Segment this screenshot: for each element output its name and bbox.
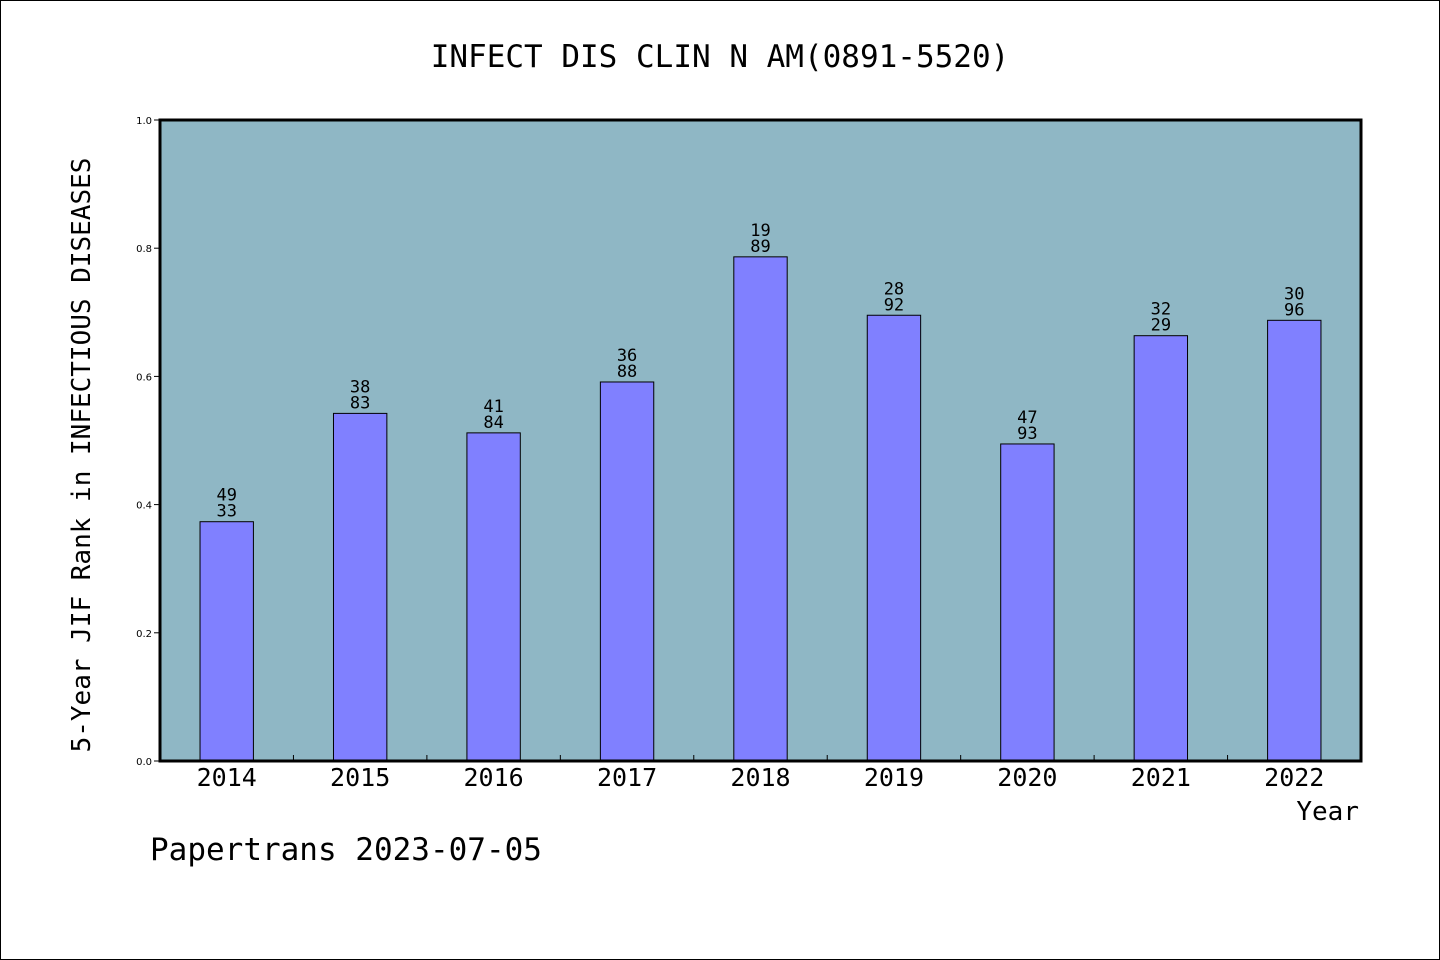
bar-label-bottom-2017: 88: [617, 362, 637, 382]
bars-group: [199, 256, 1322, 762]
bar-label-top-2017: 36: [617, 346, 637, 366]
y-tick-label-0.6: 0.6: [136, 372, 152, 383]
footer-note: Papertrans 2023-07-05: [150, 832, 542, 868]
bar-2014: [199, 521, 254, 762]
bar-label-bottom-2021: 29: [1151, 316, 1171, 336]
x-tick-label-2017: 2017: [597, 763, 657, 792]
x-axis-ticks: 2014 2015 2016 2017 2018 2019 2020 2021 2022: [197, 755, 1324, 792]
x-tick-label-2018: 2018: [730, 763, 790, 792]
bar-label-bottom-2015: 83: [350, 393, 370, 413]
bar-label-top-2014: 49: [216, 486, 236, 506]
y-axis-ticks: 0.0 0.2 0.4 0.6 0.8 1.0: [136, 116, 160, 768]
bar-label-top-2021: 32: [1151, 300, 1171, 320]
y-axis-label: 5-Year JIF Rank in INFECTIOUS DISEASES: [67, 158, 97, 753]
bar-label-bottom-2019: 92: [884, 295, 904, 315]
bar-2015: [332, 412, 388, 762]
y-tick-label-0.4: 0.4: [136, 501, 152, 512]
y-tick-label-1.0: 1.0: [136, 116, 152, 127]
bar-label-top-2019: 28: [884, 279, 904, 299]
bar-label-top-2022: 30: [1284, 284, 1304, 304]
bar-2018: [733, 256, 788, 762]
bar-label-bottom-2020: 93: [1017, 424, 1037, 444]
bar-label-bottom-2022: 96: [1284, 300, 1304, 320]
bar-label-bottom-2016: 84: [483, 413, 503, 433]
bar-label-bottom-2018: 89: [750, 237, 770, 257]
plot-border: [158, 118, 1363, 763]
bar-label-top-2015: 38: [350, 377, 370, 397]
x-tick-label-2020: 2020: [997, 763, 1057, 792]
bar-2016: [466, 432, 521, 762]
bar-label-top-2018: 19: [750, 221, 770, 241]
x-tick-label-2014: 2014: [197, 763, 257, 792]
bar-2022: [1267, 319, 1322, 762]
bar-2017: [599, 381, 655, 762]
x-tick-label-2019: 2019: [864, 763, 924, 792]
bar-2020: [1000, 443, 1055, 762]
x-tick-label-2021: 2021: [1131, 763, 1191, 792]
y-tick-label-0.0: 0.0: [136, 757, 152, 768]
bar-label-bottom-2014: 33: [216, 502, 236, 522]
bar-label-top-2020: 47: [1017, 408, 1037, 428]
y-tick-label-0.2: 0.2: [136, 629, 152, 640]
x-tick-label-2015: 2015: [330, 763, 390, 792]
x-tick-label-2016: 2016: [464, 763, 524, 792]
y-tick-label-0.8: 0.8: [136, 244, 152, 255]
chart-title: INFECT DIS CLIN N AM(0891-5520): [431, 39, 1010, 75]
bar-2021: [1133, 335, 1189, 762]
x-axis-label: Year: [1296, 797, 1359, 827]
bar-label-top-2016: 41: [483, 397, 503, 417]
bar-2019: [866, 314, 922, 762]
x-tick-label-2022: 2022: [1264, 763, 1324, 792]
